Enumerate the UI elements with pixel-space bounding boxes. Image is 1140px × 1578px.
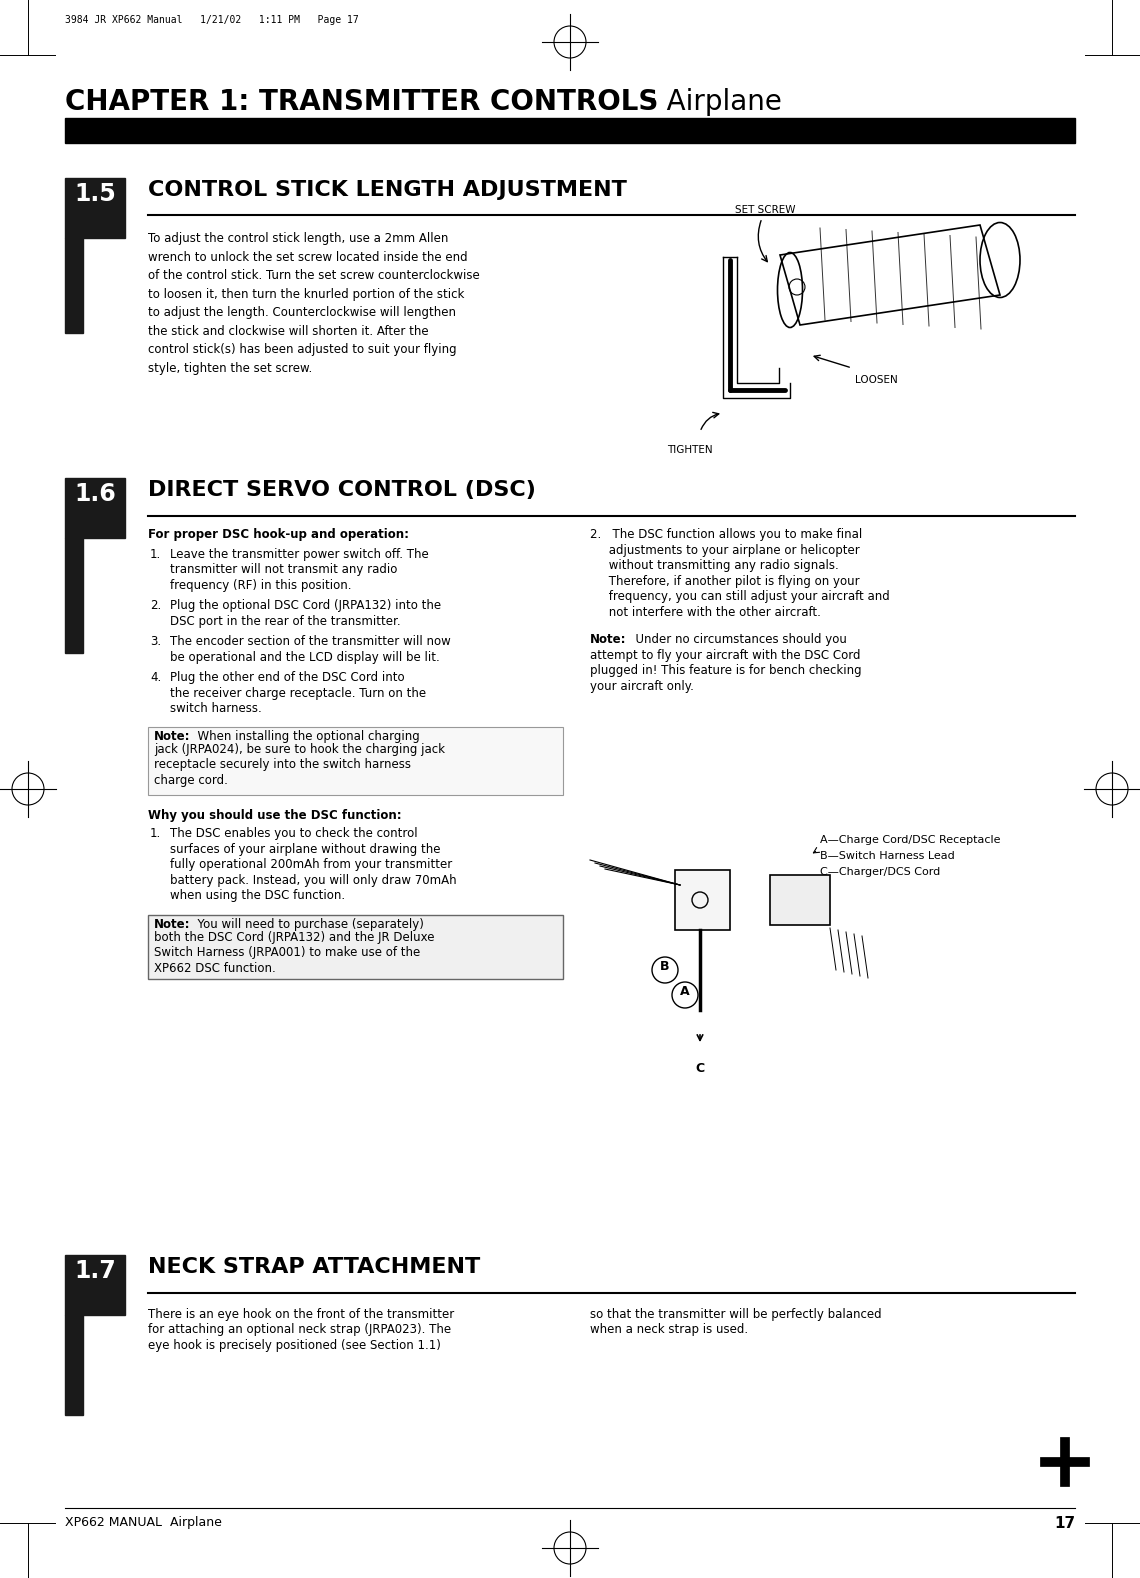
Text: There is an eye hook on the front of the transmitter: There is an eye hook on the front of the… bbox=[148, 1308, 454, 1321]
Text: jack (JRPA024), be sure to hook the charging jack: jack (JRPA024), be sure to hook the char… bbox=[154, 743, 445, 756]
Text: style, tighten the set screw.: style, tighten the set screw. bbox=[148, 361, 312, 374]
Text: SET SCREW: SET SCREW bbox=[735, 205, 796, 215]
Text: 3.: 3. bbox=[150, 634, 161, 649]
Text: The DSC enables you to check the control: The DSC enables you to check the control bbox=[170, 827, 417, 839]
Text: to adjust the length. Counterclockwise will lengthen: to adjust the length. Counterclockwise w… bbox=[148, 306, 456, 319]
Text: DIRECT SERVO CONTROL (DSC): DIRECT SERVO CONTROL (DSC) bbox=[148, 480, 536, 500]
Text: wrench to unlock the set screw located inside the end: wrench to unlock the set screw located i… bbox=[148, 251, 467, 264]
Text: Therefore, if another pilot is flying on your: Therefore, if another pilot is flying on… bbox=[591, 574, 860, 587]
Text: the receiver charge receptacle. Turn on the: the receiver charge receptacle. Turn on … bbox=[170, 686, 426, 699]
Text: A—Charge Cord/DSC Receptacle: A—Charge Cord/DSC Receptacle bbox=[820, 835, 1001, 844]
Text: A: A bbox=[681, 985, 690, 997]
Text: 4.: 4. bbox=[150, 671, 161, 683]
Text: CHAPTER 1: TRANSMITTER CONTROLS: CHAPTER 1: TRANSMITTER CONTROLS bbox=[65, 88, 659, 117]
Text: so that the transmitter will be perfectly balanced: so that the transmitter will be perfectl… bbox=[591, 1308, 881, 1321]
Text: TIGHTEN: TIGHTEN bbox=[667, 445, 712, 454]
Text: 1.: 1. bbox=[150, 827, 161, 839]
Text: Why you should use the DSC function:: Why you should use the DSC function: bbox=[148, 808, 401, 822]
Bar bbox=[65, 1255, 125, 1314]
Text: 1.6: 1.6 bbox=[74, 481, 116, 507]
Text: C—Charger/DCS Cord: C—Charger/DCS Cord bbox=[820, 866, 940, 877]
Text: C: C bbox=[695, 1062, 705, 1075]
Bar bbox=[65, 1314, 83, 1415]
Text: Leave the transmitter power switch off. The: Leave the transmitter power switch off. … bbox=[170, 548, 429, 560]
Text: 1.5: 1.5 bbox=[74, 181, 116, 207]
Text: 3984 JR XP662 Manual   1/21/02   1:11 PM   Page 17: 3984 JR XP662 Manual 1/21/02 1:11 PM Pag… bbox=[65, 16, 359, 25]
Text: not interfere with the other aircraft.: not interfere with the other aircraft. bbox=[591, 606, 821, 619]
Text: battery pack. Instead, you will only draw 70mAh: battery pack. Instead, you will only dra… bbox=[170, 874, 457, 887]
Text: surfaces of your airplane without drawing the: surfaces of your airplane without drawin… bbox=[170, 843, 440, 855]
Bar bbox=[148, 726, 563, 794]
Text: transmitter will not transmit any radio: transmitter will not transmit any radio bbox=[170, 563, 398, 576]
Text: B—Switch Harness Lead: B—Switch Harness Lead bbox=[820, 851, 955, 862]
Text: attempt to fly your aircraft with the DSC Cord: attempt to fly your aircraft with the DS… bbox=[591, 649, 861, 661]
Text: plugged in! This feature is for bench checking: plugged in! This feature is for bench ch… bbox=[591, 664, 862, 677]
Text: When installing the optional charging: When installing the optional charging bbox=[190, 729, 420, 743]
Text: charge cord.: charge cord. bbox=[154, 773, 228, 786]
Text: · Airplane: · Airplane bbox=[640, 88, 782, 117]
Text: of the control stick. Turn the set screw counterclockwise: of the control stick. Turn the set screw… bbox=[148, 268, 480, 282]
Text: when using the DSC function.: when using the DSC function. bbox=[170, 888, 345, 903]
Text: Plug the other end of the DSC Cord into: Plug the other end of the DSC Cord into bbox=[170, 671, 405, 683]
Text: You will need to purchase (separately): You will need to purchase (separately) bbox=[190, 917, 424, 931]
Text: both the DSC Cord (JRPA132) and the JR Deluxe: both the DSC Cord (JRPA132) and the JR D… bbox=[154, 931, 434, 944]
Text: to loosen it, then turn the knurled portion of the stick: to loosen it, then turn the knurled port… bbox=[148, 287, 464, 300]
Text: the stick and clockwise will shorten it. After the: the stick and clockwise will shorten it.… bbox=[148, 325, 429, 338]
Text: 17: 17 bbox=[1053, 1516, 1075, 1531]
Text: B: B bbox=[660, 959, 670, 972]
Text: 1.7: 1.7 bbox=[74, 1259, 116, 1283]
Bar bbox=[148, 915, 563, 978]
Text: switch harness.: switch harness. bbox=[170, 702, 262, 715]
Text: your aircraft only.: your aircraft only. bbox=[591, 680, 694, 693]
Text: frequency (RF) in this position.: frequency (RF) in this position. bbox=[170, 579, 351, 592]
Text: Note:: Note: bbox=[154, 917, 190, 931]
Text: CONTROL STICK LENGTH ADJUSTMENT: CONTROL STICK LENGTH ADJUSTMENT bbox=[148, 180, 627, 200]
Text: eye hook is precisely positioned (see Section 1.1): eye hook is precisely positioned (see Se… bbox=[148, 1340, 441, 1352]
Bar bbox=[65, 478, 125, 538]
Text: XP662 DSC function.: XP662 DSC function. bbox=[154, 961, 276, 975]
Text: when a neck strap is used.: when a neck strap is used. bbox=[591, 1324, 748, 1337]
Bar bbox=[65, 538, 83, 653]
Text: DSC port in the rear of the transmitter.: DSC port in the rear of the transmitter. bbox=[170, 614, 400, 628]
Text: 1.: 1. bbox=[150, 548, 161, 560]
Text: 2.   The DSC function allows you to make final: 2. The DSC function allows you to make f… bbox=[591, 529, 862, 541]
Text: fully operational 200mAh from your transmitter: fully operational 200mAh from your trans… bbox=[170, 858, 453, 871]
Text: adjustments to your airplane or helicopter: adjustments to your airplane or helicopt… bbox=[591, 543, 860, 557]
Text: Note:: Note: bbox=[591, 633, 627, 645]
Bar bbox=[675, 869, 730, 929]
Bar bbox=[65, 238, 83, 333]
Text: control stick(s) has been adjusted to suit your flying: control stick(s) has been adjusted to su… bbox=[148, 342, 457, 357]
Bar bbox=[65, 118, 1075, 144]
Text: 2.: 2. bbox=[150, 600, 161, 612]
Bar bbox=[770, 874, 830, 925]
Text: frequency, you can still adjust your aircraft and: frequency, you can still adjust your air… bbox=[591, 590, 889, 603]
Text: LOOSEN: LOOSEN bbox=[855, 376, 898, 385]
Text: for attaching an optional neck strap (JRPA023). The: for attaching an optional neck strap (JR… bbox=[148, 1324, 451, 1337]
Text: For proper DSC hook-up and operation:: For proper DSC hook-up and operation: bbox=[148, 529, 409, 541]
Text: The encoder section of the transmitter will now: The encoder section of the transmitter w… bbox=[170, 634, 450, 649]
Text: Plug the optional DSC Cord (JRPA132) into the: Plug the optional DSC Cord (JRPA132) int… bbox=[170, 600, 441, 612]
Text: receptacle securely into the switch harness: receptacle securely into the switch harn… bbox=[154, 757, 412, 772]
Text: NECK STRAP ATTACHMENT: NECK STRAP ATTACHMENT bbox=[148, 1258, 480, 1277]
Text: Switch Harness (JRPA001) to make use of the: Switch Harness (JRPA001) to make use of … bbox=[154, 945, 421, 959]
Text: XP662 MANUAL  Airplane: XP662 MANUAL Airplane bbox=[65, 1516, 222, 1529]
Text: To adjust the control stick length, use a 2mm Allen: To adjust the control stick length, use … bbox=[148, 232, 448, 245]
Text: without transmitting any radio signals.: without transmitting any radio signals. bbox=[591, 559, 839, 571]
Text: Under no circumstances should you: Under no circumstances should you bbox=[628, 633, 847, 645]
Bar bbox=[65, 178, 125, 238]
Text: be operational and the LCD display will be lit.: be operational and the LCD display will … bbox=[170, 650, 440, 663]
Text: Note:: Note: bbox=[154, 729, 190, 743]
